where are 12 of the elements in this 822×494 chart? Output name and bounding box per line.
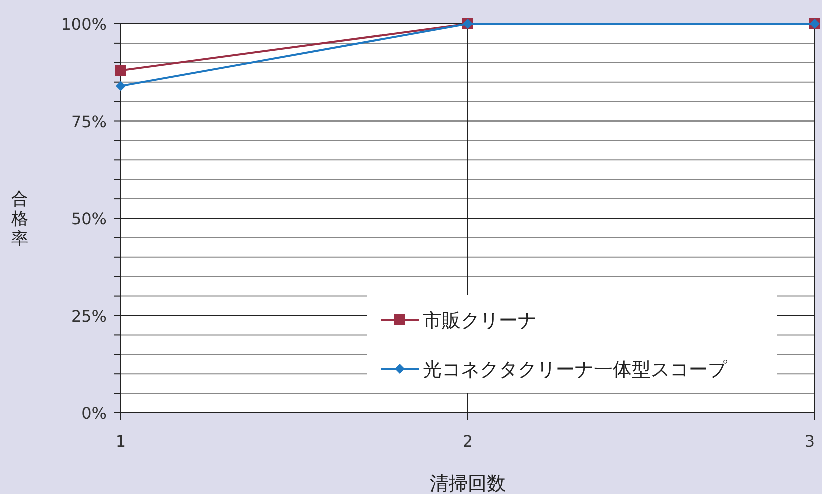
x-tick-label: 2 — [462, 432, 474, 451]
legend-label: 光コネクタクリーナ一体型スコープ — [423, 359, 728, 381]
y-tick-label: 25% — [71, 306, 107, 326]
y-axis-title: 合格率 — [10, 190, 28, 250]
legend-label: 市販クリーナ — [423, 310, 537, 332]
y-tick-label: 0% — [82, 404, 107, 423]
x-axis-title: 清掃回数 — [430, 473, 506, 494]
x-tick-label: 1 — [116, 432, 126, 451]
x-tick-label: 3 — [804, 432, 815, 451]
y-tick-label: 75% — [71, 112, 107, 132]
y-tick-label: 50% — [71, 210, 107, 228]
y-tick-label: 100% — [61, 15, 107, 34]
